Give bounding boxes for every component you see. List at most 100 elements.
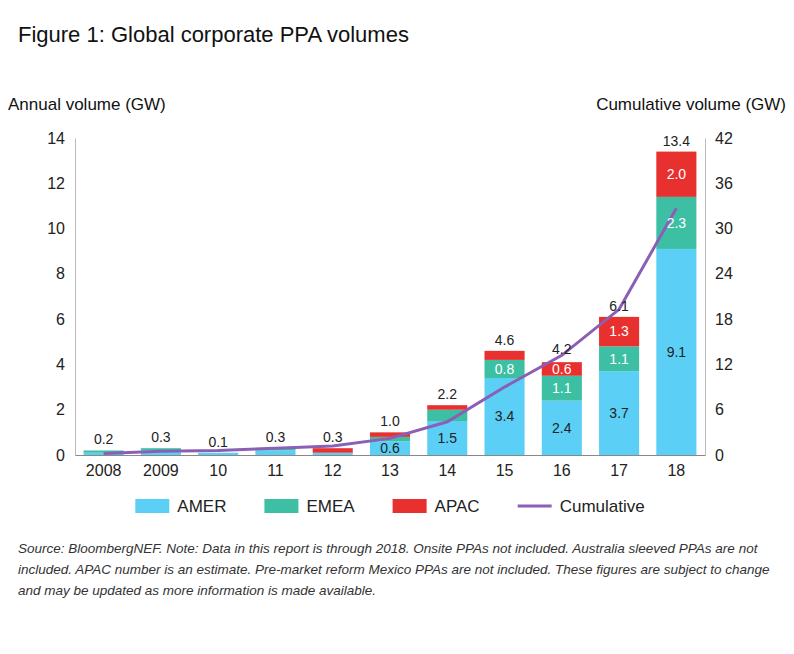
bar [599,346,639,371]
bar-series [84,197,697,453]
data-label: 2.0 [667,166,687,182]
source-note: Source: BloombergNEF. Note: Data in this… [18,538,780,601]
plot-area [84,152,697,455]
bar [198,452,238,453]
bar [427,405,467,410]
bar [485,360,525,378]
y2-axis-line [705,139,706,456]
tick-label: 16 [553,462,571,479]
total-label: 0.3 [151,429,171,445]
data-label: 0.6 [380,440,400,456]
tick: 14 [47,130,75,147]
data-label: 9.1 [667,344,687,360]
bar [656,249,696,455]
data-label: 0.8 [495,361,515,377]
bar [198,452,238,453]
legend: AMER EMEA APAC Cumulative [135,497,644,516]
tick: 12 [47,175,75,192]
bar [313,448,353,453]
tick: 11 [267,455,284,479]
tick-label: 10 [209,462,227,479]
tick: 18 [667,455,685,479]
tick-label: 15 [496,462,514,479]
bar [141,448,181,449]
tick-label: 8 [56,265,65,282]
tick-label: 0 [715,447,724,464]
tick-label: 0 [56,447,65,464]
tick: 30 [705,220,733,237]
tick: 10 [47,220,75,237]
bar [656,152,696,197]
tick: 16 [553,455,571,479]
legend-label: EMEA [306,497,355,516]
tick: 2 [56,401,75,418]
tick-label: 14 [47,130,65,147]
legend-swatch [393,499,427,513]
data-label: 1.1 [609,351,629,367]
tick-label: 42 [715,130,733,147]
bar [255,450,295,455]
data-label: 1.1 [552,380,572,396]
tick: 4 [56,356,75,373]
tick-label: 14 [438,462,456,479]
bar [656,197,696,249]
bar [485,351,525,360]
bar [599,371,639,455]
legend-item: EMEA [264,497,355,516]
data-label: 2.4 [552,420,572,436]
bar-series [84,249,697,455]
bar [84,450,124,451]
total-label: 4.2 [552,341,572,357]
bar [198,453,238,455]
tick-label: 6 [56,311,65,328]
data-label: 2.3 [667,215,687,231]
bar [485,378,525,455]
bar [313,453,353,455]
line [104,208,677,453]
total-label: 6.1 [609,298,629,314]
y-axis-line [75,139,76,456]
data-label: 3.7 [609,405,629,421]
total-label: 0.2 [94,431,114,447]
legend-swatch [264,499,298,513]
tick: 0 [705,447,724,464]
tick: 42 [705,130,733,147]
tick: 15 [496,455,514,479]
data-labels: 0.61.53.42.43.79.10.81.11.12.30.61.32.00… [94,133,690,457]
tick-label: 11 [267,462,284,479]
tick: 10 [209,455,227,479]
total-label: 0.3 [266,429,286,445]
tick: 24 [705,265,733,282]
bar [542,376,582,401]
tick-label: 18 [715,311,733,328]
legend-swatch [518,505,552,508]
y-axis: 0 2 4 6 8 10 12 14 [47,130,75,464]
tick: 8 [56,265,75,282]
bar-series [313,152,697,453]
tick: 0 [56,447,75,464]
data-label: 1.3 [609,323,629,339]
legend-label: APAC [435,497,480,516]
tick: 12 [705,356,733,373]
legend-item: Cumulative [518,497,645,516]
total-label: 13.4 [663,133,690,149]
tick-label: 12 [715,356,733,373]
tick-label: 12 [47,175,65,192]
title: Figure 1: Global corporate PPA volumes [18,22,409,47]
legend-item: AMER [135,497,226,516]
total-label: 2.2 [438,386,458,402]
tick: 2009 [143,455,179,479]
tick-label: 2009 [143,462,179,479]
total-label: 0.3 [323,429,343,445]
tick: 12 [324,455,342,479]
tick-label: 2008 [86,462,122,479]
tick: 6 [705,401,724,418]
tick: 2008 [86,455,122,479]
data-label: 3.4 [495,408,515,424]
y2-axis-title: Cumulative volume (GW) [596,95,786,114]
tick: 14 [438,455,456,479]
data-label: 1.5 [438,430,458,446]
legend-label: AMER [177,497,226,516]
tick-label: 4 [56,356,65,373]
legend-label: Cumulative [560,497,645,516]
